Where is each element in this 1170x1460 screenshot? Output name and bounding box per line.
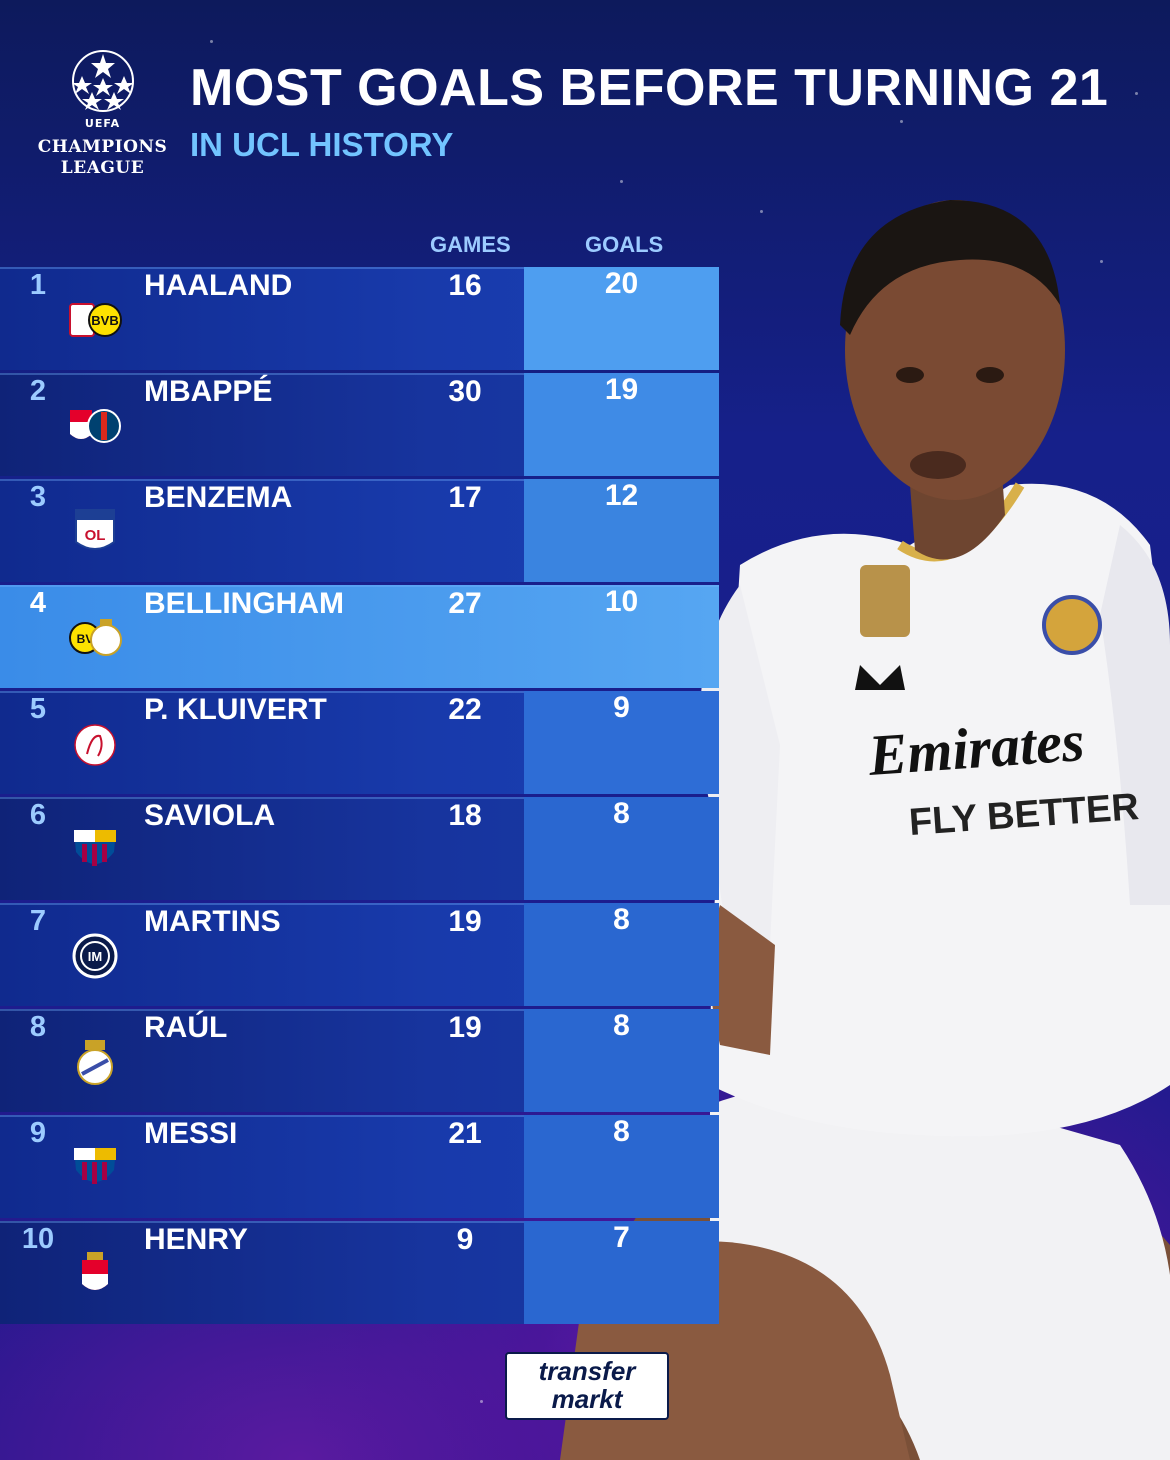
page-subtitle: IN UCL HISTORY — [190, 126, 454, 163]
player-name: SAVIOLA — [144, 799, 276, 832]
player-name: BELLINGHAM — [144, 587, 344, 620]
games-value: 30 — [448, 375, 482, 408]
table-row: 1 BVB HAALAND 16 20 — [0, 267, 719, 370]
games-value: 9 — [456, 1223, 474, 1256]
goals-value: 8 — [524, 903, 719, 1006]
rank: 10 — [21, 1223, 55, 1255]
svg-text:BV: BV — [77, 632, 94, 646]
goals-value: 8 — [524, 1115, 719, 1218]
player-name: P. KLUIVERT — [144, 693, 327, 726]
barcelona-crest-icon — [74, 830, 116, 866]
realmadrid-crest-icon — [77, 1040, 113, 1085]
games-value: 16 — [448, 269, 482, 302]
ranking-table: 1 BVB HAALAND 16 20 2 MBAPPÉ 30 19 3 OL … — [0, 267, 719, 1327]
games-value: 19 — [448, 1011, 482, 1044]
inter-crest-icon: IM — [72, 933, 118, 979]
rank: 4 — [29, 587, 47, 619]
lyon-crest-icon: OL — [75, 509, 115, 550]
goals-value: 8 — [524, 797, 719, 900]
player-name: HAALAND — [144, 269, 293, 302]
table-row: 5 P. KLUIVERT 22 9 — [0, 691, 719, 794]
column-header-goals: GOALS — [585, 232, 664, 257]
games-value: 27 — [448, 587, 482, 620]
goals-value: 7 — [524, 1221, 719, 1324]
player-name: RAÚL — [144, 1011, 228, 1044]
rank: 5 — [29, 693, 47, 725]
transfermarkt-logo: transfer markt — [505, 1352, 669, 1420]
player-name: MBAPPÉ — [144, 375, 273, 408]
logo-league-text: LEAGUE — [60, 158, 145, 178]
svg-text:BVB: BVB — [91, 313, 118, 328]
games-value: 22 — [448, 693, 482, 726]
salzburg-dortmund-crest-icon: BVB — [69, 303, 122, 337]
logo-line1: transfer — [538, 1356, 636, 1386]
goals-value: 19 — [524, 373, 719, 476]
dortmund-realmadrid-crest-icon: BV — [69, 619, 122, 656]
goals-value: 9 — [524, 691, 719, 794]
monaco-psg-crest-icon — [70, 409, 121, 443]
player-name: MESSI — [144, 1117, 238, 1150]
page-title: MOST GOALS BEFORE TURNING 21 — [190, 59, 1109, 117]
table-row: 3 OL BENZEMA 17 12 — [0, 479, 719, 582]
games-value: 17 — [448, 481, 482, 514]
rank: 7 — [29, 905, 47, 937]
games-value: 18 — [448, 799, 482, 832]
rank: 6 — [29, 799, 47, 831]
champions-league-logo: UEFA CHAMPIONS LEAGUE — [30, 48, 175, 183]
player-name: MARTINS — [144, 905, 281, 938]
rank: 8 — [29, 1011, 47, 1043]
rank: 3 — [29, 481, 47, 513]
svg-text:Emirates: Emirates — [865, 708, 1086, 788]
games-value: 19 — [448, 905, 482, 938]
svg-text:IM: IM — [88, 949, 102, 964]
rank: 9 — [29, 1117, 47, 1149]
svg-text:OL: OL — [85, 527, 106, 544]
table-row: 6 SAVIOLA 18 8 — [0, 797, 719, 900]
goals-value: 20 — [524, 267, 719, 370]
table-row: 2 MBAPPÉ 30 19 — [0, 373, 719, 476]
goals-value: 10 — [604, 585, 639, 618]
ajax-crest-icon — [74, 724, 116, 766]
games-value: 21 — [448, 1117, 482, 1150]
table-row: 8 RAÚL 19 8 — [0, 1009, 719, 1112]
goals-value: 12 — [524, 479, 719, 582]
logo-uefa-text: UEFA — [84, 117, 121, 130]
goals-value: 8 — [524, 1009, 719, 1112]
barcelona-crest-icon — [74, 1148, 116, 1184]
player-name: HENRY — [144, 1223, 248, 1256]
rank: 2 — [29, 375, 47, 407]
column-header-games: GAMES — [430, 232, 511, 257]
starball-icon — [72, 50, 134, 112]
monaco-crest-icon — [82, 1252, 108, 1290]
logo-line2: markt — [551, 1384, 623, 1414]
player-name: BENZEMA — [144, 481, 293, 514]
table-row: 10 HENRY 9 7 — [0, 1221, 719, 1324]
table-row: 9 MESSI 21 8 — [0, 1115, 719, 1218]
table-row: 7 IM MARTINS 19 8 — [0, 903, 719, 1006]
rank: 1 — [29, 269, 47, 301]
logo-champions-text: CHAMPIONS — [37, 137, 168, 157]
table-row-highlighted: 4 BV BELLINGHAM 27 10 — [0, 585, 719, 688]
